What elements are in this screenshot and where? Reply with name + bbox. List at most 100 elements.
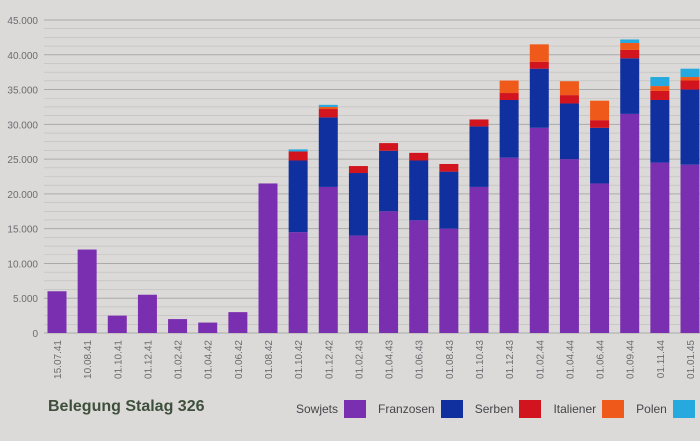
bar-segment-franzosen [469,126,489,187]
bar-segment-serben [499,93,519,100]
bar-segment-serben [379,143,399,151]
legend-swatch-serben [519,400,542,418]
bar-segment-sowjets [137,294,157,333]
y-tick-label: 10.000 [7,259,38,270]
legend-label-serben: Serben [474,402,514,416]
bar-segment-serben [559,95,579,104]
x-tick-label: 01.06.43 [415,340,426,379]
legend-swatch-sowjets [344,400,367,418]
x-tick-label: 01.09.44 [626,340,637,379]
y-tick-label: 20.000 [7,190,38,201]
legend: Sowjets Franzosen Serben Italiener Polen [296,400,700,418]
bar-segment-franzosen [288,160,308,233]
x-tick-label: 01.12.43 [505,340,516,379]
bar-segment-serben [529,61,549,69]
bar-segment-sowjets [499,157,519,333]
x-tick-label: 01.06.42 [234,340,245,379]
bar-segment-serben [348,166,368,174]
bar-segment-sowjets [439,228,459,333]
bar-segment-franzosen [559,103,579,160]
x-tick-label: 01.08.43 [445,340,456,379]
legend-item-franzosen: Franzosen [378,400,463,418]
bar-segment-sowjets [409,220,429,333]
bar-segment-sowjets [469,186,489,333]
x-tick-label: 01.12.42 [324,340,335,379]
bar-segment-serben [409,152,429,161]
y-tick-label: 35.000 [7,86,38,97]
legend-swatch-italiener [602,400,625,418]
bar-segment-polen [620,39,640,43]
bar-segment-italiener [620,42,640,50]
x-tick-label: 01.12.41 [143,340,154,379]
x-tick-label: 01.04.44 [565,340,576,379]
bar-segment-franzosen [620,58,640,114]
bar-segment-italiener [318,106,338,110]
bar-segment-franzosen [590,127,610,184]
y-tick-label: 40.000 [7,51,38,62]
x-tick-label: 01.02.43 [354,340,365,379]
y-tick-label: 30.000 [7,120,38,131]
x-tick-label: 01.10.43 [475,340,486,379]
bar-segment-sowjets [650,162,670,333]
bar-segment-sowjets [680,164,700,333]
bar-segment-franzosen [499,99,519,158]
x-tick-label: 01.02.44 [535,340,546,379]
y-tick-label: 45.000 [7,16,38,27]
x-tick-label: 15.07.41 [53,340,64,379]
x-tick-label: 01.02.42 [174,340,185,379]
bar-segment-franzosen [680,89,700,165]
bar-segment-sowjets [620,113,640,334]
bar-segment-serben [620,49,640,59]
bar-segment-serben [318,109,338,118]
bar-segment-franzosen [318,117,338,187]
bar-segment-sowjets [288,232,308,333]
y-tick-label: 15.000 [7,225,38,236]
bar-segment-sowjets [379,211,399,333]
bar-segment-franzosen [379,150,399,212]
chart-title: Belegung Stalag 326 [48,398,205,415]
x-tick-label: 01.10.42 [294,340,305,379]
bar-segment-franzosen [529,68,549,128]
bar-segment-polen [680,68,700,78]
bar-segment-sowjets [590,183,610,333]
bar-segment-serben [288,151,308,161]
bar-segment-franzosen [650,99,670,163]
bar-segment-italiener [559,81,579,96]
bar-segment-sowjets [529,127,549,333]
bar-segment-sowjets [47,291,67,333]
bar-segment-polen [318,104,338,107]
bar-segment-serben [439,163,459,172]
bar-segment-polen [288,149,308,152]
bar-segment-sowjets [228,312,248,333]
legend-label-polen: Polen [636,402,667,416]
x-tick-label: 01.04.42 [204,340,215,379]
x-tick-label: 01.01.45 [686,340,697,379]
bar-segment-italiener [680,77,700,81]
y-tick-label: 0 [32,329,38,340]
bar-segment-sowjets [77,249,97,333]
legend-swatch-franzosen [440,400,463,418]
bar-segment-sowjets [559,159,579,333]
bar-segment-sowjets [348,235,368,333]
legend-label-sowjets: Sowjets [296,402,339,416]
bar-segment-serben [590,120,610,128]
bar-segment-franzosen [409,160,429,221]
legend-item-italiener: Italiener [553,400,625,418]
bar-segment-italiener [650,86,670,91]
legend-swatch-polen [672,400,695,418]
bar-segment-italiener [499,80,519,94]
bar-segment-sowjets [258,183,278,333]
bar-segment-italiener [529,44,549,62]
x-tick-label: 01.08.42 [264,340,275,379]
legend-label-franzosen: Franzosen [378,402,435,416]
x-tick-label: 01.04.43 [385,340,396,379]
x-tick-label: 01.11.44 [656,340,667,379]
bar-segment-sowjets [318,186,338,333]
bar-segment-sowjets [168,319,188,333]
bar-segment-sowjets [198,322,218,333]
bar-segment-sowjets [107,315,127,333]
y-tick-label: 5.000 [13,294,38,305]
legend-item-sowjets: Sowjets [296,400,367,418]
